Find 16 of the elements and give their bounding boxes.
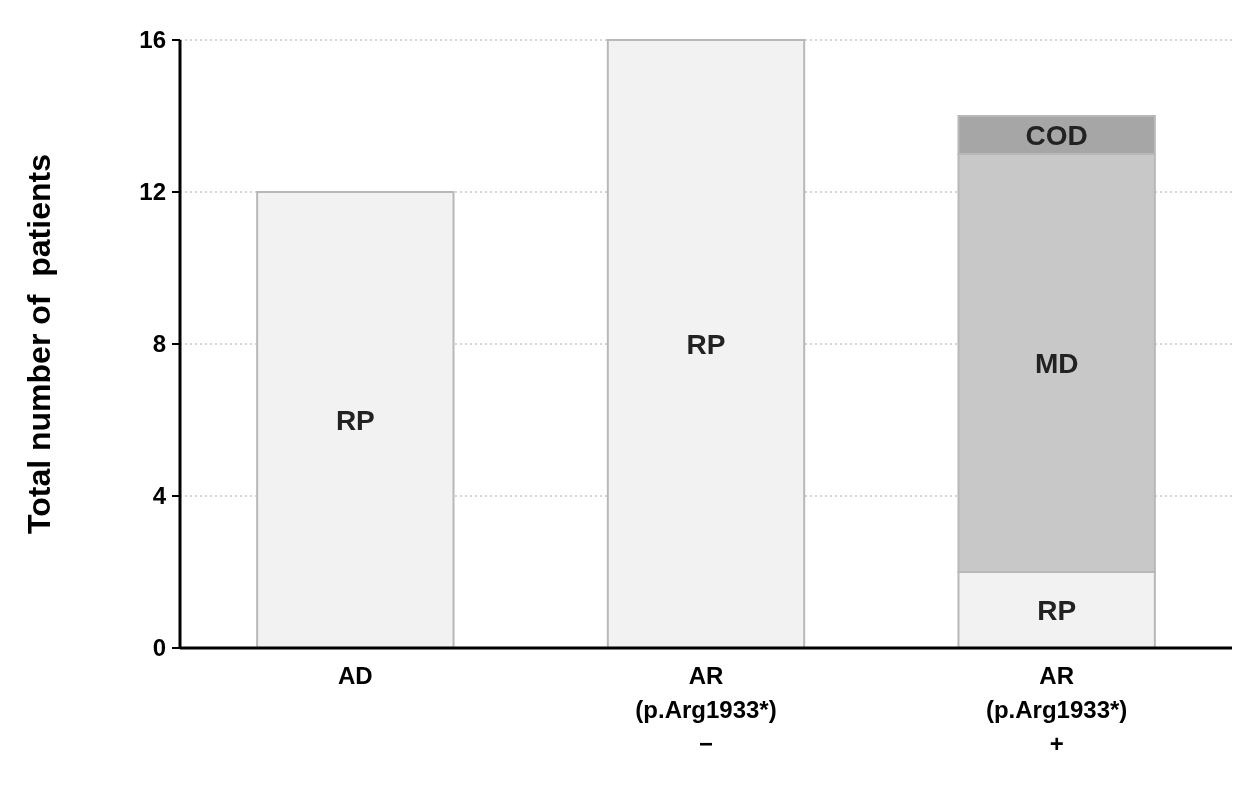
y-tick-label: 12	[139, 178, 166, 206]
text: RP	[686, 328, 726, 360]
y-tick-label: 8	[152, 330, 166, 358]
y-tick-label: 4	[152, 482, 167, 510]
y-tick-label: 16	[139, 26, 166, 54]
series-label: COD	[1025, 119, 1088, 151]
y-tick-label: 0	[152, 634, 166, 662]
x-tick-label: AD	[338, 662, 373, 689]
series-label: RP	[1037, 594, 1077, 626]
bar	[606, 39, 806, 649]
x-tick-label: AR (p.Arg1933*) +	[985, 662, 1128, 757]
y-axis-title: Total number of patients	[21, 154, 57, 534]
x-tick-label: AR (p.Arg1933*) −	[635, 662, 777, 757]
series-label: MD	[1034, 347, 1079, 379]
bar	[256, 191, 455, 649]
text: RP	[335, 404, 375, 436]
